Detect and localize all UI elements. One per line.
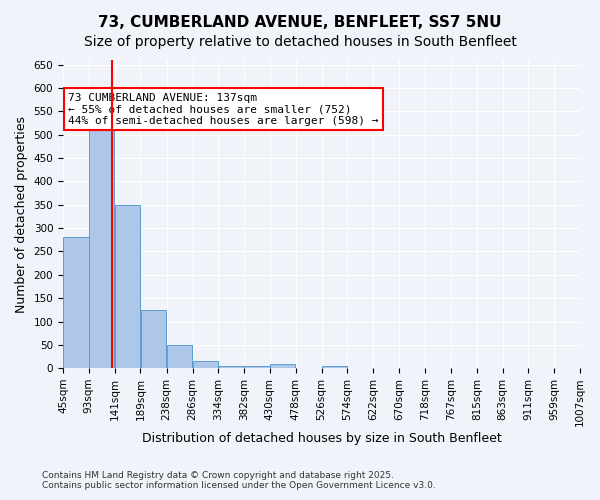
Text: Size of property relative to detached houses in South Benfleet: Size of property relative to detached ho… <box>83 35 517 49</box>
Bar <box>193 361 218 368</box>
Text: Contains HM Land Registry data © Crown copyright and database right 2025.
Contai: Contains HM Land Registry data © Crown c… <box>42 470 436 490</box>
Bar <box>270 364 295 368</box>
Bar <box>89 120 115 368</box>
Bar <box>63 238 89 368</box>
Bar <box>322 366 347 368</box>
Bar <box>140 310 166 368</box>
Bar <box>244 366 269 368</box>
Text: 73 CUMBERLAND AVENUE: 137sqm
← 55% of detached houses are smaller (752)
44% of s: 73 CUMBERLAND AVENUE: 137sqm ← 55% of de… <box>68 92 379 126</box>
X-axis label: Distribution of detached houses by size in South Benfleet: Distribution of detached houses by size … <box>142 432 502 445</box>
Bar <box>167 345 192 368</box>
Y-axis label: Number of detached properties: Number of detached properties <box>15 116 28 312</box>
Bar <box>218 366 244 368</box>
Bar <box>115 205 140 368</box>
Text: 73, CUMBERLAND AVENUE, BENFLEET, SS7 5NU: 73, CUMBERLAND AVENUE, BENFLEET, SS7 5NU <box>98 15 502 30</box>
